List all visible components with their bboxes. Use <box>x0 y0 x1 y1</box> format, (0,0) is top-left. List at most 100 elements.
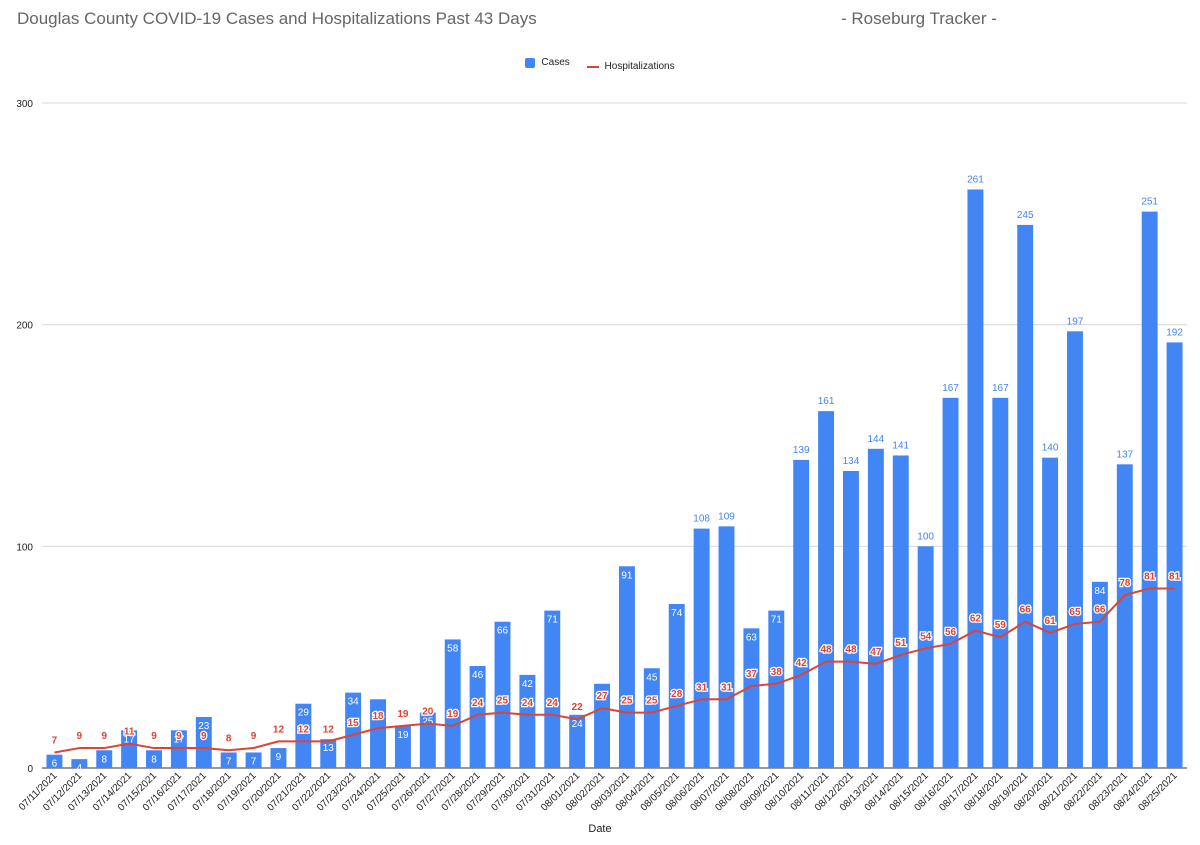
data-label-hospitalizations: 81 <box>1144 571 1156 582</box>
data-label-cases: 25 <box>422 717 434 728</box>
y-tick-label: 100 <box>16 542 33 553</box>
data-label-hospitalizations: 24 <box>472 698 484 709</box>
data-label-cases: 13 <box>323 743 335 754</box>
data-label-cases: 139 <box>793 445 810 456</box>
data-label-hospitalizations: 9 <box>176 731 182 742</box>
data-label-hospitalizations: 48 <box>845 645 857 656</box>
data-label-hospitalizations: 31 <box>696 682 708 693</box>
y-tick-label: 200 <box>16 321 33 332</box>
data-label-hospitalizations: 9 <box>77 731 83 742</box>
data-label-hospitalizations: 19 <box>397 709 409 720</box>
data-label-cases: 42 <box>522 679 534 690</box>
legend-item-hospitalizations[interactable]: Hospitalizations <box>586 61 675 72</box>
data-label-hospitalizations: 25 <box>497 696 509 707</box>
bar-cases <box>270 748 287 768</box>
data-label-cases: 140 <box>1042 443 1059 454</box>
data-label-hospitalizations: 12 <box>323 724 335 735</box>
bar-cases <box>992 397 1009 768</box>
data-label-cases: 19 <box>397 730 409 741</box>
bar-cases <box>569 714 586 768</box>
data-label-cases: 74 <box>671 608 683 619</box>
data-label-hospitalizations: 22 <box>572 702 584 713</box>
bar-cases <box>1141 211 1158 768</box>
bar-cases <box>146 750 162 768</box>
data-label-hospitalizations: 25 <box>621 696 633 707</box>
data-label-cases: 17 <box>173 734 185 745</box>
data-label-hospitalizations: 66 <box>1094 605 1106 616</box>
bar-cases <box>46 754 63 768</box>
data-label-cases: 66 <box>497 626 509 637</box>
data-label-hospitalizations: 24 <box>547 698 559 709</box>
bar-cases <box>295 703 312 768</box>
hospitalizations-swatch-icon <box>586 65 599 68</box>
data-label-hospitalizations: 8 <box>226 733 232 744</box>
bar-cases <box>892 455 909 768</box>
data-label-cases: 161 <box>818 396 835 407</box>
bar-cases <box>444 639 461 768</box>
bar-cases <box>220 752 237 768</box>
x-axis-label: Date <box>588 823 612 835</box>
bar-cases <box>121 730 138 768</box>
bar-cases <box>469 666 486 768</box>
data-label-hospitalizations: 9 <box>151 731 157 742</box>
data-label-cases: 8 <box>101 754 107 765</box>
chart-title: Douglas County COVID-19 Cases and Hospit… <box>17 9 537 28</box>
data-label-hospitalizations: 56 <box>945 627 957 638</box>
bar-cases <box>71 759 88 768</box>
y-tick-label: 0 <box>27 764 33 775</box>
bar-cases <box>345 692 362 768</box>
bar-cases <box>693 528 710 768</box>
data-label-hospitalizations: 47 <box>870 647 882 658</box>
data-label-hospitalizations: 78 <box>1119 578 1131 589</box>
bar-cases <box>419 712 436 768</box>
data-label-cases: 197 <box>1067 316 1084 327</box>
data-label-hospitalizations: 37 <box>746 669 758 680</box>
bar-cases <box>544 610 561 768</box>
legend-item-cases[interactable]: Cases <box>525 57 570 68</box>
bar-cases <box>594 683 611 768</box>
data-label-hospitalizations: 27 <box>596 691 608 702</box>
bar-cases <box>942 397 959 768</box>
bar-cases <box>818 411 835 768</box>
data-label-cases: 251 <box>1141 197 1158 208</box>
bar-cases <box>867 448 884 768</box>
data-label-hospitalizations: 81 <box>1169 571 1181 582</box>
bar-cases <box>1116 464 1133 768</box>
data-label-cases: 29 <box>298 708 310 719</box>
data-label-cases: 7 <box>251 756 257 767</box>
data-label-hospitalizations: 12 <box>273 724 285 735</box>
data-label-hospitalizations: 48 <box>821 645 833 656</box>
data-label-hospitalizations: 42 <box>796 658 808 669</box>
data-label-cases: 4 <box>77 763 83 774</box>
data-label-hospitalizations: 61 <box>1045 616 1057 627</box>
data-label-hospitalizations: 28 <box>671 689 683 700</box>
data-label-hospitalizations: 31 <box>721 682 733 693</box>
bar-cases <box>96 750 113 768</box>
bar-cases <box>618 566 635 768</box>
bar-cases <box>768 610 785 768</box>
bar-cases <box>370 699 386 768</box>
data-label-cases: 17 <box>124 734 136 745</box>
bar-cases <box>170 730 187 768</box>
data-label-cases: 71 <box>547 615 559 626</box>
data-label-cases: 8 <box>151 754 157 765</box>
bar-cases <box>519 674 536 768</box>
data-label-cases: 109 <box>718 511 735 522</box>
data-label-cases: 34 <box>348 697 360 708</box>
bar-cases <box>245 752 262 768</box>
data-label-cases: 24 <box>572 719 584 730</box>
data-label-cases: 91 <box>621 570 633 581</box>
legend: Cases Hospitalizations <box>0 57 1200 72</box>
data-label-cases: 167 <box>992 383 1009 394</box>
data-label-cases: 137 <box>1116 449 1133 460</box>
bar-cases <box>743 628 760 768</box>
bar-cases <box>394 725 411 768</box>
chart-subtitle: - Roseburg Tracker - <box>841 9 997 28</box>
bar-cases <box>643 668 660 768</box>
data-label-hospitalizations: 19 <box>447 709 459 720</box>
data-label-hospitalizations: 20 <box>422 707 434 718</box>
legend-label-cases: Cases <box>541 57 570 68</box>
data-label-cases: 167 <box>942 383 959 394</box>
y-tick-label: 300 <box>16 99 33 110</box>
data-label-hospitalizations: 59 <box>995 620 1007 631</box>
